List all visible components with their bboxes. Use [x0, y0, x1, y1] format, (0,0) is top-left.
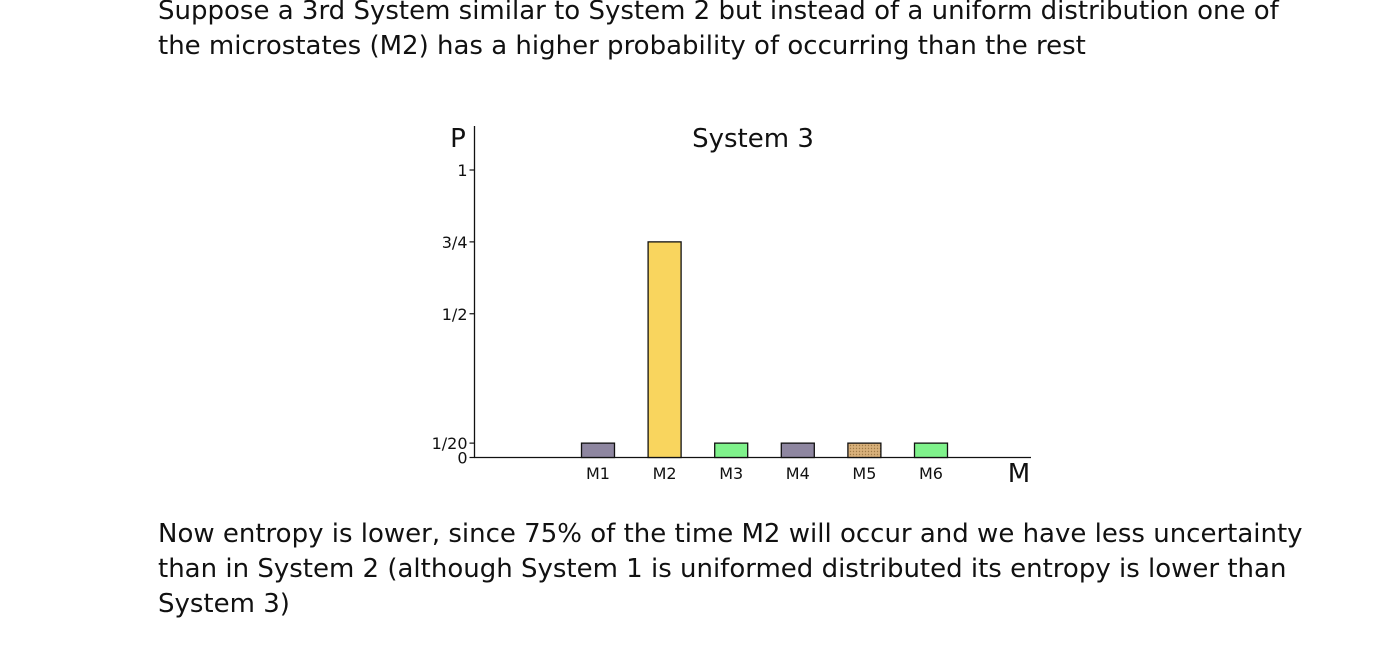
bar-m6	[913, 442, 949, 459]
bars	[580, 241, 949, 459]
x-axis-label: M	[1008, 459, 1030, 489]
y-tick-label: 1	[457, 161, 467, 180]
y-tick-label: 1/2	[442, 305, 468, 324]
bar-m1	[580, 442, 616, 459]
x-tick-label: M3	[719, 464, 743, 483]
y-ticks: 01/20 1/2 3/4 1	[432, 161, 475, 468]
y-tick-label: 0	[457, 449, 467, 468]
y-tick-label: 1/20	[432, 434, 468, 453]
x-tick-label: M4	[786, 464, 810, 483]
x-tick-label: M6	[919, 464, 943, 483]
conclusion-paragraph: Now entropy is lower, since 75% of the t…	[158, 519, 1303, 619]
y-axis-label: P	[450, 124, 466, 154]
x-tick-label: M2	[653, 464, 677, 483]
intro-paragraph: Suppose a 3rd System similar to System 2…	[158, 0, 1279, 61]
bar-m5	[847, 442, 882, 459]
chart-title: System 3	[692, 124, 814, 154]
bar-m4	[780, 442, 815, 459]
x-tick-labels: M1 M2 M3 M4 M5 M6	[586, 464, 943, 483]
x-tick-label: M5	[852, 464, 876, 483]
y-tick-label: 3/4	[442, 233, 468, 252]
bar-m2	[647, 241, 682, 459]
x-tick-label: M1	[586, 464, 610, 483]
bar-m3	[714, 442, 749, 459]
